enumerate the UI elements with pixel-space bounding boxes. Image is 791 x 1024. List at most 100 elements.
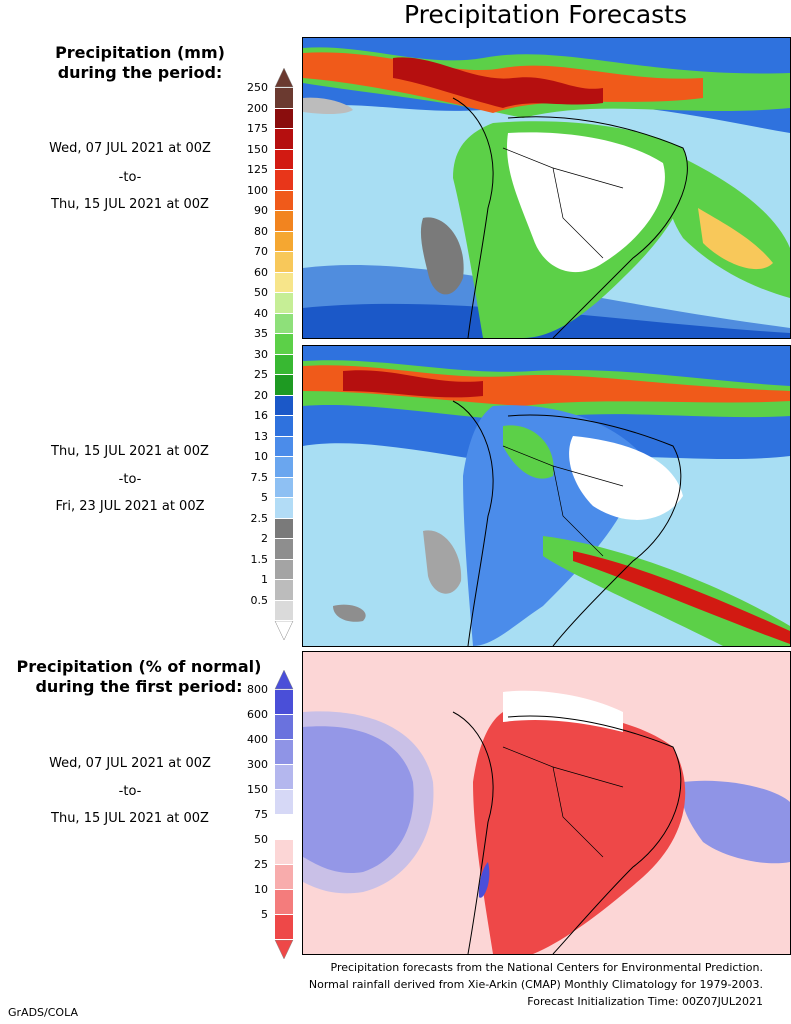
pct-scale-swatch [275, 915, 293, 940]
pct-scale-swatch [275, 840, 293, 865]
mm-scale-tick-label: 70 [254, 245, 268, 258]
mm-scale-swatch [275, 416, 293, 437]
pct-scale-tick-label: 50 [254, 833, 268, 846]
mm-scale-swatch [275, 334, 293, 355]
pct-scale-swatch [275, 790, 293, 815]
mm-scale-swatch [275, 375, 293, 396]
mm-scale-swatch [275, 252, 293, 273]
precip-map-period2 [302, 345, 791, 647]
pct-scale-tick-label: 25 [254, 858, 268, 871]
mm-scale-tick-label: 1.5 [250, 552, 269, 566]
mm-scale-tick-label: 1 [261, 573, 268, 586]
mm-scale-swatch [275, 436, 293, 457]
precip-mm-header: Precipitation (mm) during the period: [10, 43, 270, 83]
pct-scale-swatch [275, 690, 293, 715]
mm-scale-tick-label: 80 [254, 224, 268, 238]
mm-scale-tick-label: 5 [261, 491, 268, 504]
footer-line2: Normal rainfall derived from Xie-Arkin (… [308, 978, 763, 991]
period1-end: Thu, 15 JUL 2021 at 00Z [51, 197, 209, 212]
mm-scale-swatch [275, 477, 293, 498]
precip-map-period1 [302, 37, 791, 339]
pct-scale-tick-label: 75 [254, 808, 268, 821]
mm-scale-swatch [275, 457, 293, 478]
mm-scale-tick-label: 150 [247, 142, 268, 156]
period2-start: Thu, 15 JUL 2021 at 00Z [51, 444, 209, 459]
mm-scale-bottom-arrow [274, 621, 294, 641]
mm-scale-tick-label: 250 [247, 81, 268, 94]
mm-scale-tick-label: 13 [254, 429, 268, 443]
period1-start: Wed, 07 JUL 2021 at 00Z [49, 141, 211, 156]
pct-scale-tick-label: 150 [247, 783, 268, 796]
mm-scale-tick-label: 125 [247, 163, 268, 176]
mm-scale-tick-label: 50 [254, 286, 268, 299]
pct-scale-swatch [275, 765, 293, 790]
mm-scale-tick-label: 0.5 [250, 593, 269, 607]
percent-normal-map [302, 651, 791, 955]
mm-scale-swatch [275, 231, 293, 252]
mm-scale-swatch [275, 272, 293, 293]
pct-scale-tick-label: 300 [247, 758, 268, 771]
pct-scale-swatch [275, 715, 293, 740]
mm-scale-tick-label: 30 [254, 347, 268, 361]
mm-scale-swatch [275, 518, 293, 539]
mm-scale-tick-label: 16 [254, 409, 268, 422]
mm-scale-tick-label: 20 [254, 388, 268, 402]
pct-scale-swatch [275, 815, 293, 840]
mm-scale-swatch [275, 580, 293, 601]
mm-scale-swatch [275, 293, 293, 314]
mm-scale-swatch [275, 88, 293, 109]
mm-scale-swatch [275, 313, 293, 334]
mm-scale-tick-label: 60 [254, 265, 268, 279]
mm-scale-swatch [275, 149, 293, 170]
mm-scale-tick-label: 90 [254, 204, 268, 217]
mm-scale-swatch [275, 539, 293, 560]
mm-scale-tick-label: 35 [254, 327, 268, 340]
period3-to: -to- [118, 784, 142, 799]
pct-scale-swatch [275, 865, 293, 890]
mm-scale-top-arrow [274, 68, 294, 88]
period1-to: -to- [118, 170, 142, 185]
period3-start: Wed, 07 JUL 2021 at 00Z [49, 756, 211, 771]
mm-scale-swatch [275, 129, 293, 150]
percent-normal-header-line2: during the first period: [35, 677, 243, 696]
mm-scale-tick-label: 10 [254, 450, 268, 463]
mm-scale-tick-label: 200 [247, 101, 268, 115]
mm-scale-swatch [275, 559, 293, 580]
pct-scale-tick-label: 400 [247, 733, 268, 746]
period2-to: -to- [118, 472, 142, 487]
mm-scale-tick-label: 100 [247, 183, 268, 197]
mm-scale-swatch [275, 395, 293, 416]
percent-normal-header: Precipitation (% of normal) during the f… [0, 657, 278, 697]
precip-mm-header-line1: Precipitation (mm) [55, 43, 225, 62]
credit-label: GrADS/COLA [8, 1006, 78, 1019]
mm-scale-tick-label: 2.5 [250, 511, 269, 525]
pct-scale-tick-label: 10 [254, 883, 268, 896]
pct-scale-swatch [275, 890, 293, 915]
period2-end: Fri, 23 JUL 2021 at 00Z [55, 499, 205, 514]
pct-scale-top-arrow [274, 670, 294, 690]
footer-line1: Precipitation forecasts from the Nationa… [330, 961, 764, 974]
footer-notes: Precipitation forecasts from the Nationa… [309, 959, 763, 1010]
mm-scale-swatch [275, 211, 293, 232]
mm-scale-swatch [275, 190, 293, 211]
pct-scale-tick-label: 5 [261, 908, 268, 921]
footer-line3: Forecast Initialization Time: 00Z07JUL20… [527, 995, 763, 1008]
mm-scale-tick-label: 7.5 [250, 470, 269, 484]
mm-scale-tick-label: 25 [254, 368, 268, 381]
precip-mm-header-line2: during the period: [57, 63, 223, 82]
pct-scale-swatch [275, 740, 293, 765]
mm-scale-swatch [275, 108, 293, 129]
mm-scale-swatch [275, 498, 293, 519]
pct-scale-tick-label: 800 [247, 683, 268, 696]
pct-scale-bottom-arrow [274, 940, 294, 960]
mm-scale-tick-label: 175 [247, 122, 268, 135]
mm-scale-swatch [275, 354, 293, 375]
mm-scale-tick-label: 2 [261, 532, 268, 545]
mm-scale-swatch [275, 600, 293, 621]
mm-scale-swatch [275, 170, 293, 191]
mm-scale-tick-label: 40 [254, 306, 268, 320]
page-title: Precipitation Forecasts [403, 0, 688, 29]
pct-scale-tick-label: 600 [247, 708, 268, 721]
period3-end: Thu, 15 JUL 2021 at 00Z [51, 811, 209, 826]
percent-normal-header-line1: Precipitation (% of normal) [16, 657, 262, 676]
